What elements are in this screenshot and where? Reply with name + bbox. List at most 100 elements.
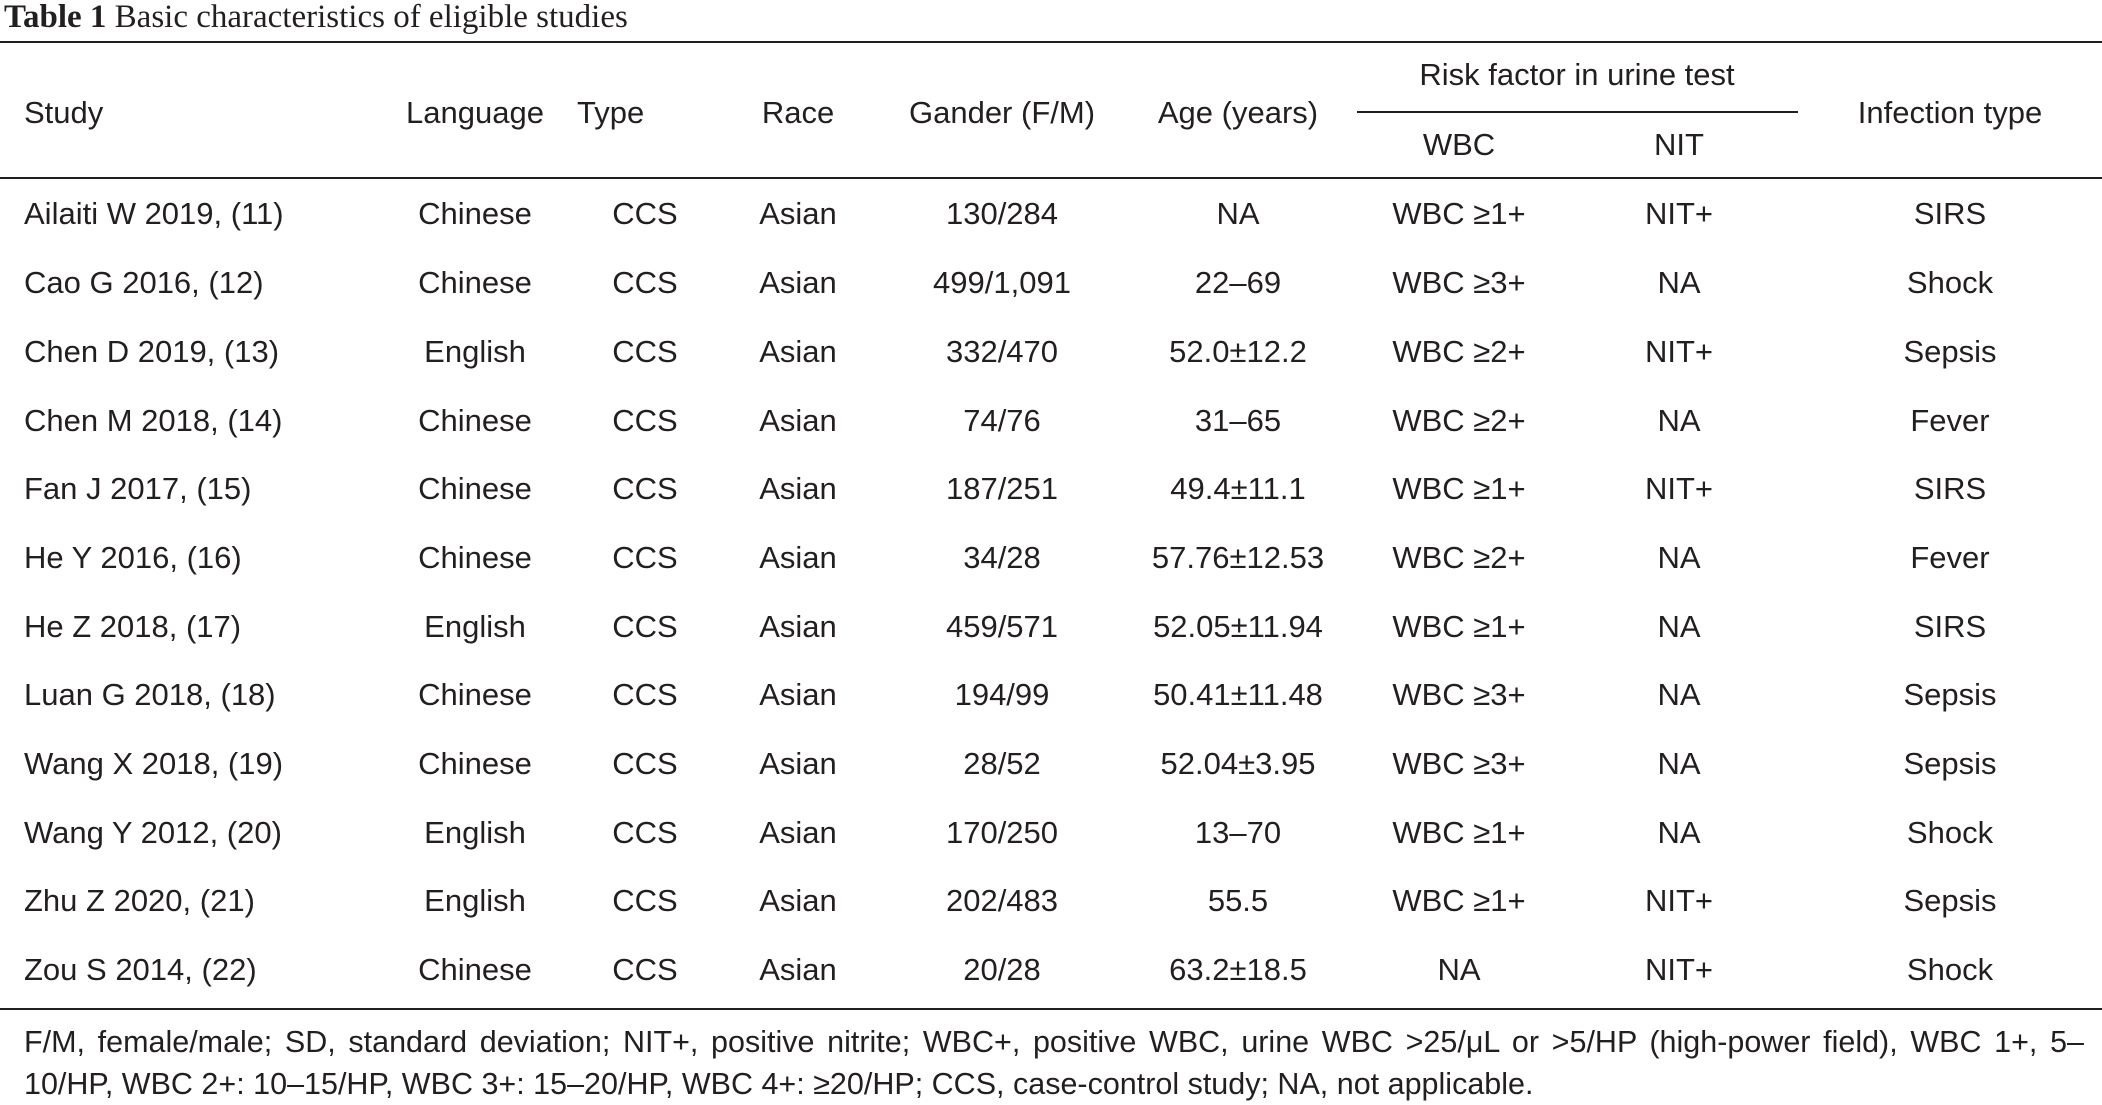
cell-study: Cao G 2016, (12) — [24, 265, 264, 300]
cell-race: Asian — [759, 815, 837, 850]
cell-gender: 130/284 — [945, 196, 1059, 231]
cell-infection: Fever — [1910, 403, 1990, 438]
cell-study: Zou S 2014, (22) — [24, 952, 257, 987]
cell-age: 55.5 — [1207, 883, 1269, 918]
cell-race: Asian — [759, 540, 837, 575]
cell-age: 49.4±11.1 — [1170, 471, 1306, 506]
cell-gender: 74/76 — [963, 403, 1041, 438]
cell-race: Asian — [759, 952, 837, 987]
cell-nit: NA — [1657, 540, 1701, 575]
cell-type: CCS — [612, 883, 678, 918]
cell-race: Asian — [759, 196, 837, 231]
cell-gender: 187/251 — [945, 471, 1059, 506]
cell-age: 52.05±11.94 — [1153, 609, 1323, 644]
caption-text: Basic characteristics of eligible studie… — [114, 0, 628, 35]
cell-infection: Fever — [1910, 540, 1990, 575]
header-infection: Infection type — [1857, 95, 2043, 130]
cell-nit: NA — [1657, 265, 1701, 300]
cell-type: CCS — [612, 540, 678, 575]
table-caption: Table 1 Basic characteristics of eligibl… — [4, 0, 628, 34]
cell-study: Luan G 2018, (18) — [24, 677, 276, 712]
cell-age: 31–65 — [1194, 403, 1282, 438]
cell-race: Asian — [759, 471, 837, 506]
cell-type: CCS — [612, 952, 678, 987]
cell-gender: 28/52 — [963, 746, 1041, 781]
cell-age: 63.2±18.5 — [1169, 952, 1307, 987]
cell-wbc: WBC ≥2+ — [1392, 334, 1526, 369]
cell-gender: 20/28 — [963, 952, 1041, 987]
cell-infection: Shock — [1906, 815, 1994, 850]
header-age: Age (years) — [1157, 95, 1319, 130]
cell-type: CCS — [612, 609, 678, 644]
cell-infection: SIRS — [1913, 471, 1987, 506]
cell-language: Chinese — [418, 746, 532, 781]
cell-type: CCS — [612, 334, 678, 369]
header-rule — [0, 177, 2102, 179]
cell-age: 57.76±12.53 — [1151, 540, 1325, 575]
header-gender: Gander (F/M) — [908, 95, 1096, 130]
cell-wbc: WBC ≥1+ — [1392, 815, 1526, 850]
cell-gender: 459/571 — [945, 609, 1059, 644]
cell-nit: NA — [1657, 403, 1701, 438]
cell-language: English — [424, 883, 526, 918]
header-risk-group: Risk factor in urine test — [1419, 57, 1735, 92]
cell-study: Wang X 2018, (19) — [24, 746, 284, 781]
cell-race: Asian — [759, 265, 837, 300]
cell-wbc: WBC ≥1+ — [1392, 196, 1526, 231]
cell-type: CCS — [612, 196, 678, 231]
table-footnote: F/M, female/male; SD, standard deviation… — [24, 1025, 2084, 1101]
cell-gender: 202/483 — [945, 883, 1059, 918]
cell-wbc: WBC ≥3+ — [1392, 265, 1526, 300]
cell-study: Wang Y 2012, (20) — [24, 815, 282, 850]
cell-infection: Sepsis — [1903, 746, 1997, 781]
cell-language: Chinese — [418, 471, 532, 506]
cell-nit: NIT+ — [1644, 883, 1714, 918]
cell-type: CCS — [612, 471, 678, 506]
cell-age: NA — [1216, 196, 1260, 231]
cell-wbc: WBC ≥2+ — [1392, 540, 1526, 575]
cell-nit: NA — [1657, 815, 1701, 850]
cell-language: English — [424, 815, 526, 850]
cell-age: 52.0±12.2 — [1169, 334, 1307, 369]
top-rule — [0, 41, 2102, 43]
caption-label: Table 1 — [4, 0, 107, 35]
header-race: Race — [761, 95, 835, 130]
cell-language: English — [424, 334, 526, 369]
header-wbc: WBC — [1422, 127, 1496, 162]
cell-nit: NA — [1657, 677, 1701, 712]
cell-type: CCS — [612, 265, 678, 300]
cell-race: Asian — [759, 403, 837, 438]
cell-language: Chinese — [418, 540, 532, 575]
cell-study: He Y 2016, (16) — [24, 540, 242, 575]
cell-infection: Shock — [1906, 265, 1994, 300]
cell-age: 52.04±3.95 — [1160, 746, 1316, 781]
cell-nit: NA — [1657, 746, 1701, 781]
cell-gender: 194/99 — [954, 677, 1050, 712]
cell-race: Asian — [759, 609, 837, 644]
cell-wbc: WBC ≥1+ — [1392, 883, 1526, 918]
cell-language: Chinese — [418, 265, 532, 300]
cell-gender: 499/1,091 — [933, 265, 1071, 300]
cell-language: English — [424, 609, 526, 644]
cell-wbc: WBC ≥1+ — [1392, 609, 1526, 644]
cell-language: Chinese — [418, 952, 532, 987]
cell-race: Asian — [759, 677, 837, 712]
cell-race: Asian — [759, 883, 837, 918]
cell-study: Chen D 2019, (13) — [24, 334, 280, 369]
cell-type: CCS — [612, 746, 678, 781]
bottom-rule — [0, 1008, 2102, 1010]
cell-wbc: WBC ≥2+ — [1392, 403, 1526, 438]
cell-type: CCS — [612, 403, 678, 438]
cell-infection: Shock — [1906, 952, 1994, 987]
cell-type: CCS — [612, 677, 678, 712]
cell-language: Chinese — [418, 677, 532, 712]
cell-study: Fan J 2017, (15) — [24, 471, 252, 506]
cell-infection: Sepsis — [1903, 677, 1997, 712]
cell-infection: Sepsis — [1903, 883, 1997, 918]
cell-language: Chinese — [418, 196, 532, 231]
cell-gender: 332/470 — [945, 334, 1059, 369]
cell-age: 13–70 — [1194, 815, 1282, 850]
cell-study: Zhu Z 2020, (21) — [24, 883, 255, 918]
cell-study: He Z 2018, (17) — [24, 609, 242, 644]
header-study: Study — [24, 95, 104, 130]
